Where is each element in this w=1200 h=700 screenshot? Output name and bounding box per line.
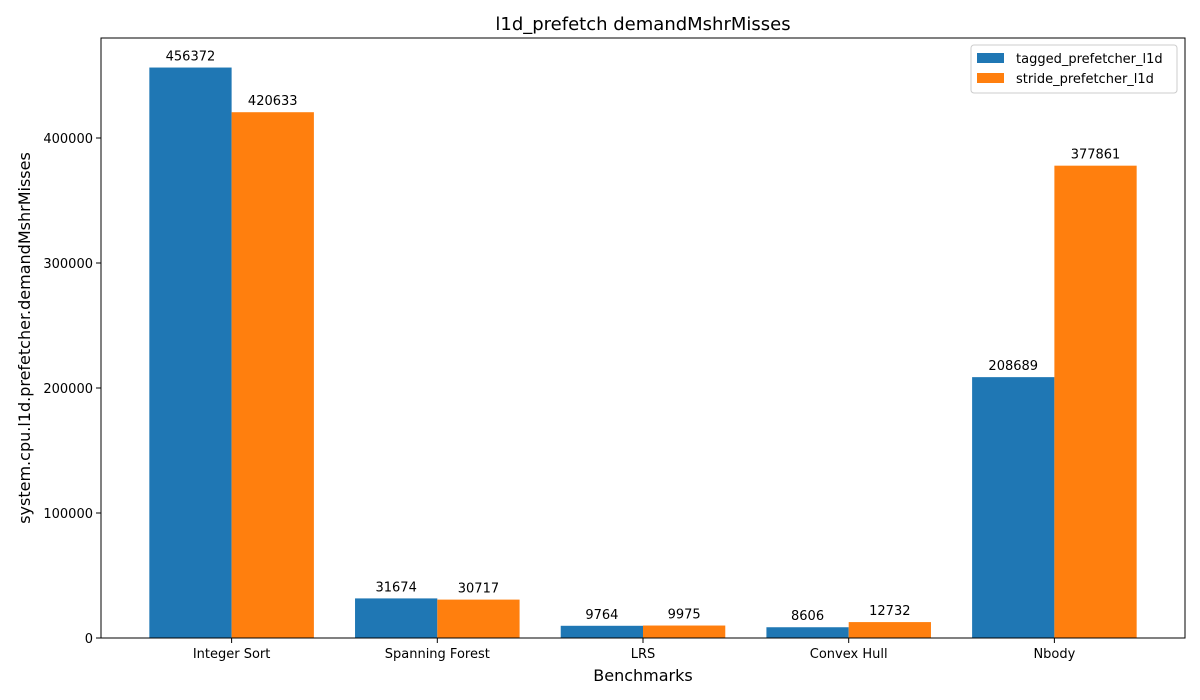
- data-label-0-2: 9764: [585, 608, 618, 623]
- y-tick-label: 300000: [43, 257, 93, 272]
- legend-entry-1: stride_prefetcher_l1d: [1016, 72, 1154, 87]
- bar-0-3: [766, 627, 849, 638]
- legend: tagged_prefetcher_l1d stride_prefetcher_l…: [970, 44, 1178, 94]
- x-tick-label: Nbody: [1033, 647, 1075, 662]
- bar-0-2: [560, 625, 643, 638]
- data-label-1-3: 12732: [869, 604, 910, 619]
- data-label-0-1: 31674: [375, 580, 416, 595]
- data-label-1-4: 377861: [1071, 148, 1121, 163]
- data-label-1-1: 30717: [458, 582, 499, 597]
- y-tick-label: 200000: [43, 382, 93, 397]
- legend-swatch-1: [977, 73, 1004, 83]
- plot-area: 456372 31674 9764 8606 208689 420633 30717 9975…: [43, 37, 1186, 662]
- data-label-1-0: 420633: [248, 94, 298, 109]
- bar-1-2: [643, 625, 726, 638]
- bar-1-0: [231, 112, 314, 639]
- x-tick-label: LRS: [631, 647, 656, 662]
- bar-1-4: [1054, 165, 1137, 638]
- y-tick-label: 100000: [43, 507, 93, 522]
- y-tick-label: 400000: [43, 132, 93, 147]
- chart-title: l1d_prefetch demandMshrMisses: [495, 14, 790, 35]
- legend-box: [970, 44, 1178, 94]
- y-tick-label: 0: [85, 632, 93, 647]
- data-label-0-3: 8606: [791, 609, 824, 624]
- x-tick-label: Convex Hull: [810, 647, 888, 662]
- legend-entry-0: tagged_prefetcher_l1d: [1016, 52, 1163, 67]
- bar-1-3: [848, 622, 931, 638]
- bar-0-4: [972, 377, 1055, 638]
- bar-0-0: [149, 67, 232, 638]
- data-label-0-0: 456372: [166, 50, 216, 65]
- y-axis-label: system.cpu.l1d.prefetcher.demandMshrMiss…: [15, 152, 34, 524]
- bar-0-1: [355, 598, 438, 638]
- x-tick-label: Integer Sort: [193, 647, 271, 662]
- data-label-1-2: 9975: [668, 608, 701, 623]
- x-axis-label: Benchmarks: [593, 666, 692, 685]
- x-tick-label: Spanning Forest: [385, 647, 490, 662]
- data-label-0-4: 208689: [988, 359, 1038, 374]
- legend-swatch-0: [977, 53, 1004, 63]
- bar-1-1: [437, 599, 520, 638]
